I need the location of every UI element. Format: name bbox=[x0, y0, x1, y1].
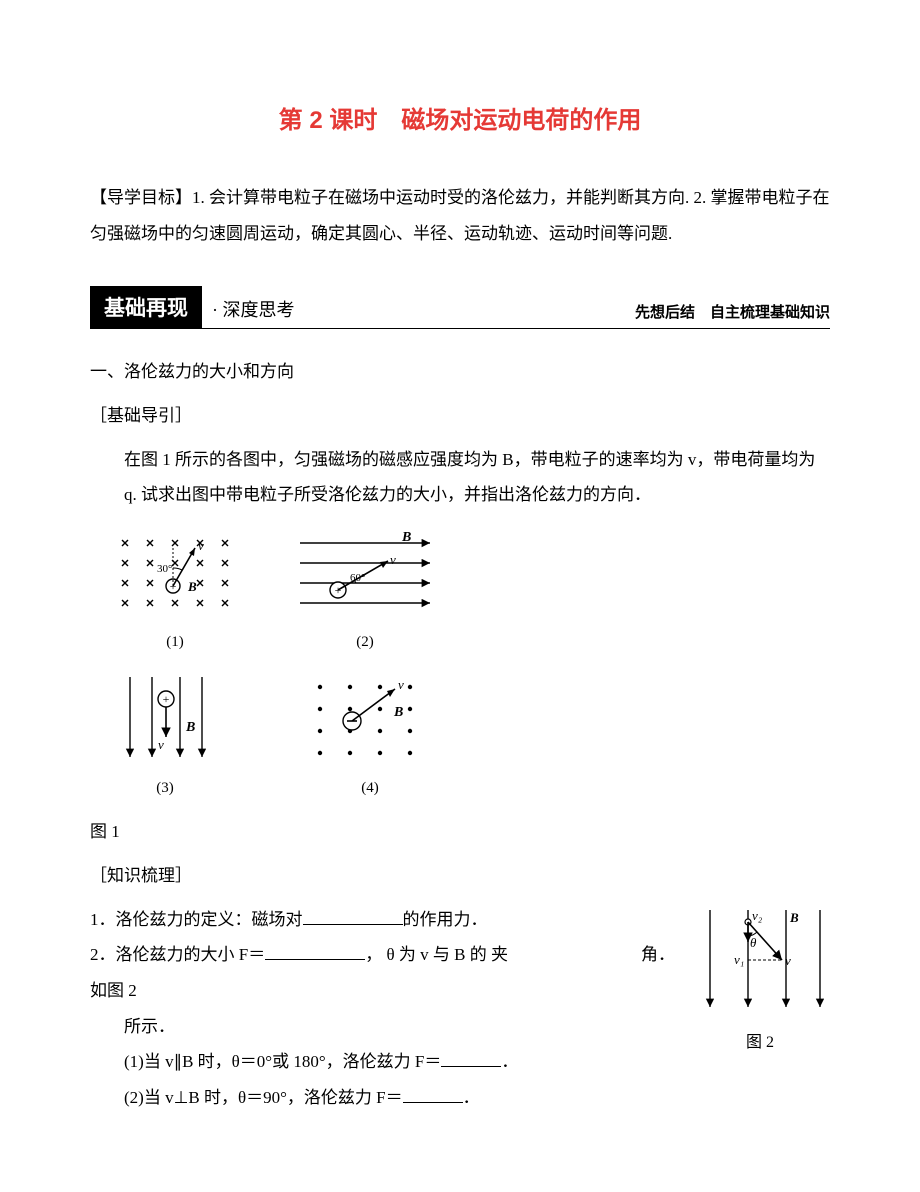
fig1-caption-4: (4) bbox=[300, 773, 440, 805]
fig1-caption-1: (1) bbox=[110, 627, 240, 659]
fig1-panel-2: + 60° v B (2) bbox=[290, 528, 440, 659]
objective-label: 【导学目标】 bbox=[90, 188, 192, 207]
svg-text:30°: 30° bbox=[157, 563, 172, 575]
knowledge-label: ［知识梳理］ bbox=[90, 858, 830, 894]
svg-text:B: B bbox=[401, 530, 411, 545]
basis-label: ［基础导引］ bbox=[90, 398, 830, 434]
objective-text: 1. 会计算带电粒子在磁场中运动时受的洛伦兹力，并能判断其方向. 2. 掌握带电… bbox=[90, 188, 830, 243]
objective-block: 【导学目标】1. 会计算带电粒子在磁场中运动时受的洛伦兹力，并能判断其方向. 2… bbox=[90, 180, 830, 251]
fig1-panel-1: + v 30° B (1) bbox=[110, 528, 240, 659]
fig1-panel-3: + v B (3) bbox=[110, 669, 220, 805]
svg-text:v₂: v₂ bbox=[752, 908, 763, 923]
section-1-heading: 一、洛伦兹力的大小和方向 bbox=[90, 354, 830, 390]
figure-2-label: 图 2 bbox=[690, 1026, 830, 1060]
blank-2 bbox=[265, 942, 365, 960]
svg-text:B: B bbox=[789, 910, 799, 925]
blank-4 bbox=[403, 1085, 463, 1103]
fig1-caption-2: (2) bbox=[290, 627, 440, 659]
knowledge-item-2-2: (2)当 v⊥B 时，θ＝90°，洛伦兹力 F＝． bbox=[90, 1080, 830, 1116]
svg-text:v: v bbox=[785, 953, 791, 968]
svg-text:B: B bbox=[393, 705, 403, 720]
banner-right: 先想后结 自主梳理基础知识 bbox=[635, 301, 830, 328]
banner-main: 基础再现 bbox=[90, 286, 202, 328]
section-banner: 基础再现 · 深度思考 先想后结 自主梳理基础知识 bbox=[90, 286, 830, 329]
fig1-panel-4: v B (4) bbox=[300, 669, 440, 805]
figure-1: + v 30° B (1) bbox=[90, 528, 830, 804]
svg-text:v: v bbox=[198, 538, 204, 553]
basis-text: 在图 1 所示的各图中，匀强磁场的磁感应强度均为 B，带电粒子的速率均为 v，带… bbox=[90, 442, 830, 513]
svg-text:v: v bbox=[158, 737, 164, 752]
svg-text:v₁: v₁ bbox=[734, 952, 744, 967]
banner-sub: · 深度思考 bbox=[202, 296, 295, 328]
fig1-caption-3: (3) bbox=[110, 773, 220, 805]
page-title: 第 2 课时 磁场对运动电荷的作用 bbox=[90, 100, 830, 135]
svg-text:+: + bbox=[163, 692, 170, 706]
svg-text:v: v bbox=[390, 552, 396, 567]
figure-1-label: 图 1 bbox=[90, 814, 830, 850]
body: 一、洛伦兹力的大小和方向 ［基础导引］ 在图 1 所示的各图中，匀强磁场的磁感应… bbox=[90, 354, 830, 1115]
banner-subtext: 深度思考 bbox=[223, 300, 295, 320]
svg-text:θ: θ bbox=[750, 935, 757, 950]
figure-2: v₂ B v₁ v θ 图 2 bbox=[690, 902, 830, 1060]
svg-text:B: B bbox=[185, 720, 195, 735]
blank-3 bbox=[441, 1049, 501, 1067]
svg-text:v: v bbox=[398, 677, 404, 692]
banner-dot: · bbox=[212, 300, 218, 320]
blank-1 bbox=[303, 907, 403, 925]
svg-text:60°: 60° bbox=[350, 572, 365, 584]
svg-text:B: B bbox=[187, 579, 197, 594]
